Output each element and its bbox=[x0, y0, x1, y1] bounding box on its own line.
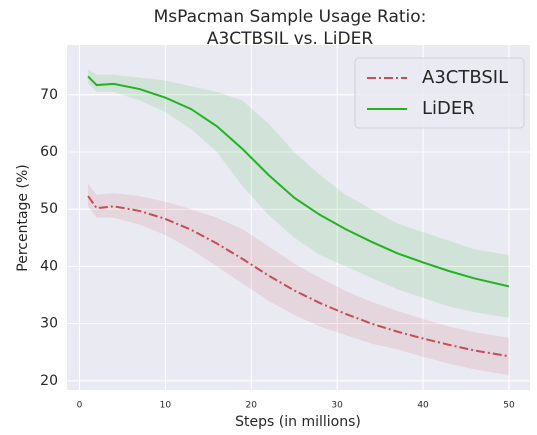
x-tick-label: 0 bbox=[77, 401, 83, 411]
y-tick-label: 50 bbox=[40, 201, 58, 217]
y-tick-label: 60 bbox=[40, 144, 58, 160]
x-tick-label: 10 bbox=[160, 401, 172, 411]
y-axis-label: Percentage (%) bbox=[15, 164, 31, 271]
legend-label: LiDER bbox=[422, 98, 475, 119]
x-tick-label: 30 bbox=[331, 401, 343, 411]
x-axis-label: Steps (in millions) bbox=[235, 414, 361, 430]
x-tick-label: 40 bbox=[417, 401, 429, 411]
legend-label: A3CTBSIL bbox=[422, 67, 508, 88]
y-tick-label: 70 bbox=[40, 87, 58, 103]
line bbox=[87, 75, 510, 288]
legend-box bbox=[354, 57, 525, 129]
chart-title: MsPacman Sample Usage Ratio: bbox=[154, 7, 427, 27]
y-tick-label: 30 bbox=[40, 316, 58, 332]
y-tick-label: 40 bbox=[40, 258, 58, 274]
x-tick-label: 50 bbox=[503, 401, 515, 411]
x-tick-label: 20 bbox=[246, 401, 258, 411]
y-tick-label: 20 bbox=[40, 373, 58, 389]
line bbox=[87, 195, 510, 358]
chart-title: A3CTBSIL vs. LiDER bbox=[207, 29, 373, 49]
